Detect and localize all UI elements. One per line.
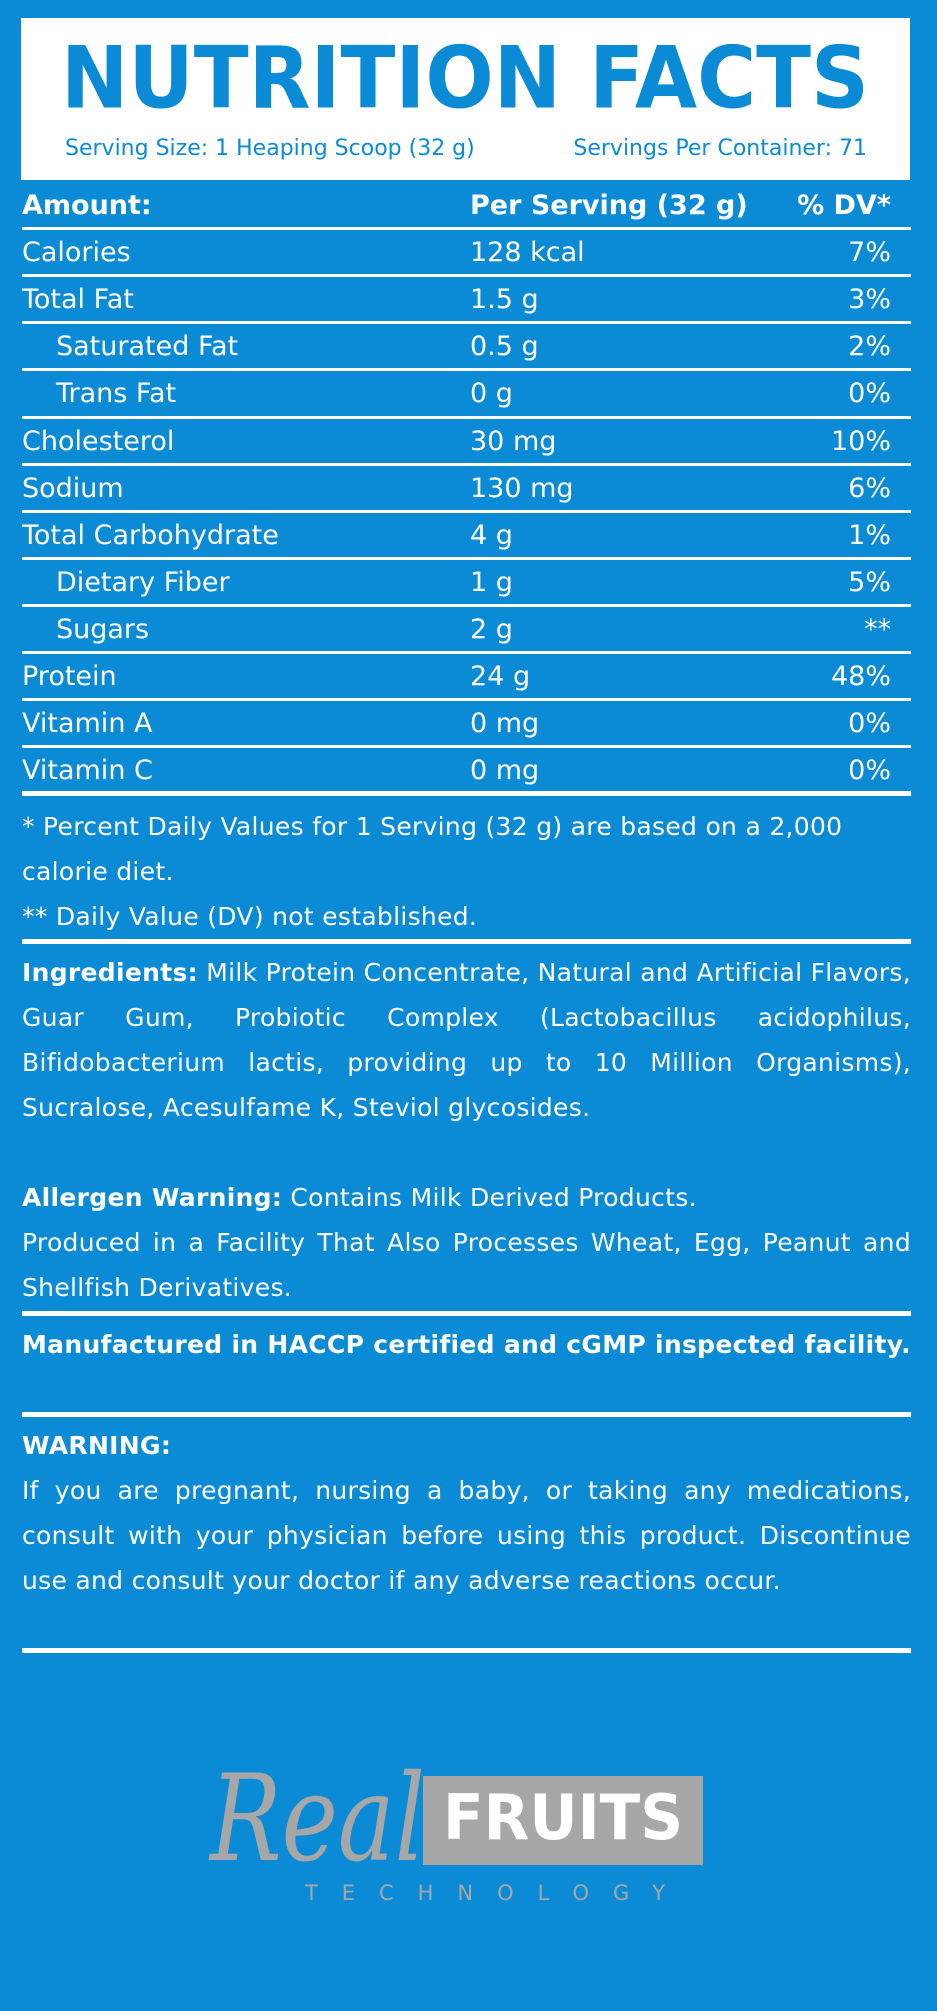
ingredients-label: Ingredients: [22,958,198,987]
amount: 2 g [470,613,513,645]
table-row: Vitamin C 0 mg 0% [22,747,911,794]
row-rule [22,603,911,607]
table-row: Dietary Fiber 1 g 5% [22,559,911,606]
nutrient: Vitamin C [22,755,153,787]
serving-size: Serving Size: 1 Heaping Scoop (32 g) [65,136,475,161]
daily-value: 0% [848,708,891,740]
daily-value: 10% [830,425,891,457]
amount: 4 g [470,519,513,551]
logo-box [423,1776,703,1865]
table-row: Total Fat 1.5 g 3% [22,276,911,323]
row-rule [22,274,911,278]
amount: 0 mg [470,755,540,787]
amount: Per Serving (32 g) [470,190,748,221]
table-header: Amount: Per Serving (32 g) % DV* [22,182,911,229]
row-rule [22,509,911,513]
daily-value: 5% [848,566,891,598]
nutrient: Vitamin A [22,708,153,740]
amount: 24 g [470,661,531,692]
table-row: Vitamin A 0 mg 0% [22,700,911,747]
daily-value: 0% [848,378,891,410]
amount: 0.5 g [470,331,539,363]
table-row: Cholesterol 30 mg 10% [22,418,911,465]
allergen-text: Contains Milk Derived Products. [290,1183,697,1212]
row-rule [22,745,911,749]
row-rule [22,556,911,560]
thick-rule [22,1311,911,1316]
footnotes: * Percent Daily Values for 1 Serving (32… [22,804,911,939]
nutrient: Sugars [56,613,150,645]
nutrient: Amount: [22,190,152,221]
title: NUTRITION FACTS [61,28,869,128]
amount: 30 mg [470,425,557,457]
logo-brand: FRUITS [443,1781,683,1854]
amount: 128 kcal [470,237,585,269]
row-rule [22,651,911,654]
nutrient: Dietary Fiber [56,566,230,598]
row-rule [22,415,911,419]
thick-rule [22,939,911,944]
allergen-label: Allergen Warning: [22,1183,283,1212]
amount: 1 g [470,566,513,598]
amount: 0 g [470,378,513,410]
table-row: Sugars 2 g ** [22,606,911,653]
servings-per-container: Servings Per Container: 71 [573,136,867,161]
table-row: Calories 128 kcal 7% [22,229,911,276]
daily-value: % DV* [797,190,891,221]
daily-value: 2% [848,331,891,363]
nutrient: Cholesterol [22,425,175,457]
manufactured: Manufactured in HACCP certified and cGMP… [22,1330,911,1359]
daily-value: 6% [848,472,891,504]
header-svg: NUTRITION FACTS Serving Size: 1 Heaping … [61,28,869,161]
row-rule [22,698,911,702]
logo: FRUITS Real TECHNOLOGY [208,1750,703,1905]
logo-script: Real [208,1750,425,1889]
nutrient: Total Carbohydrate [22,519,279,551]
ingredients: Ingredients: Milk Protein Concentrate, N… [22,950,911,1310]
daily-value: 1% [848,519,891,551]
nutrient: Calories [22,237,131,269]
daily-value: 48% [830,661,891,692]
row-rule [22,462,911,466]
nutrient: Total Fat [22,284,134,316]
table-row: Saturated Fat 0.5 g 2% [22,323,911,370]
footnote: * Percent Daily Values for 1 Serving (32… [22,812,843,886]
nutrient: Trans Fat [56,378,177,410]
row-rule [22,321,911,325]
amount: 130 mg [470,472,574,504]
daily-value: ** [864,613,891,645]
nutrient: Saturated Fat [56,331,239,363]
amount: 0 mg [470,708,540,740]
table-row: Trans Fat 0 g 0% [22,370,911,417]
ingredients-text: Milk Protein Concentrate, Natural and Ar… [22,958,912,1122]
footnote: ** Daily Value (DV) not established. [22,902,478,931]
warning-text: If you are pregnant, nursing a baby, or … [22,1476,911,1595]
table-row: Protein 24 g 48% [22,653,911,700]
nutrient: Sodium [22,472,124,504]
row-rule [22,227,911,231]
table-row: Sodium 130 mg 6% [22,465,911,512]
amount: 1.5 g [470,284,539,316]
header-box: NUTRITION FACTS Serving Size: 1 Heaping … [21,18,910,180]
daily-value: 7% [848,237,891,269]
warning-label: WARNING: [22,1431,172,1460]
facility-text: Produced in a Facility That Also Process… [22,1228,911,1302]
thick-rule [22,1412,911,1417]
table-row: Total Carbohydrate 4 g 1% [22,512,911,559]
row-rule [22,368,911,372]
nutrient: Protein [22,661,117,692]
daily-value: 3% [848,284,891,316]
thick-rule [22,791,911,797]
thick-rule [22,1648,911,1653]
warning: WARNING: If you are pregnant, nursing a … [22,1423,911,1603]
daily-value: 0% [848,755,891,787]
